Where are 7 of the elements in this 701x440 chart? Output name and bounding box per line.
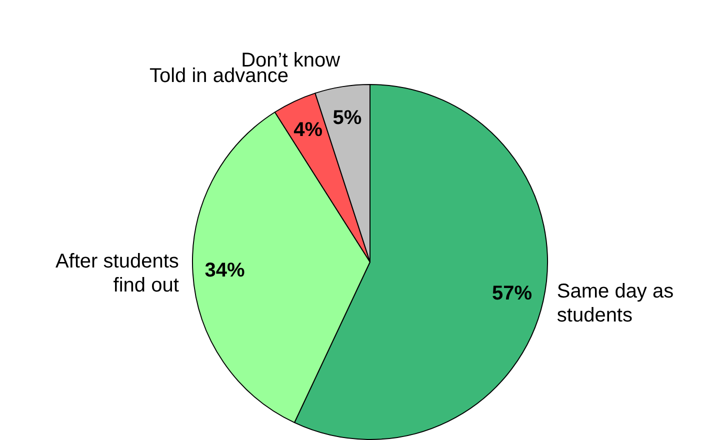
data-label: 57% <box>492 282 532 304</box>
slice-label: Same day as students <box>556 280 674 326</box>
data-label: 34% <box>204 260 245 282</box>
data-label: 5% <box>332 106 362 129</box>
data-label: 4% <box>294 118 323 141</box>
slice-label: Don’t know <box>241 49 341 72</box>
slice-label: After students find out <box>55 250 180 297</box>
